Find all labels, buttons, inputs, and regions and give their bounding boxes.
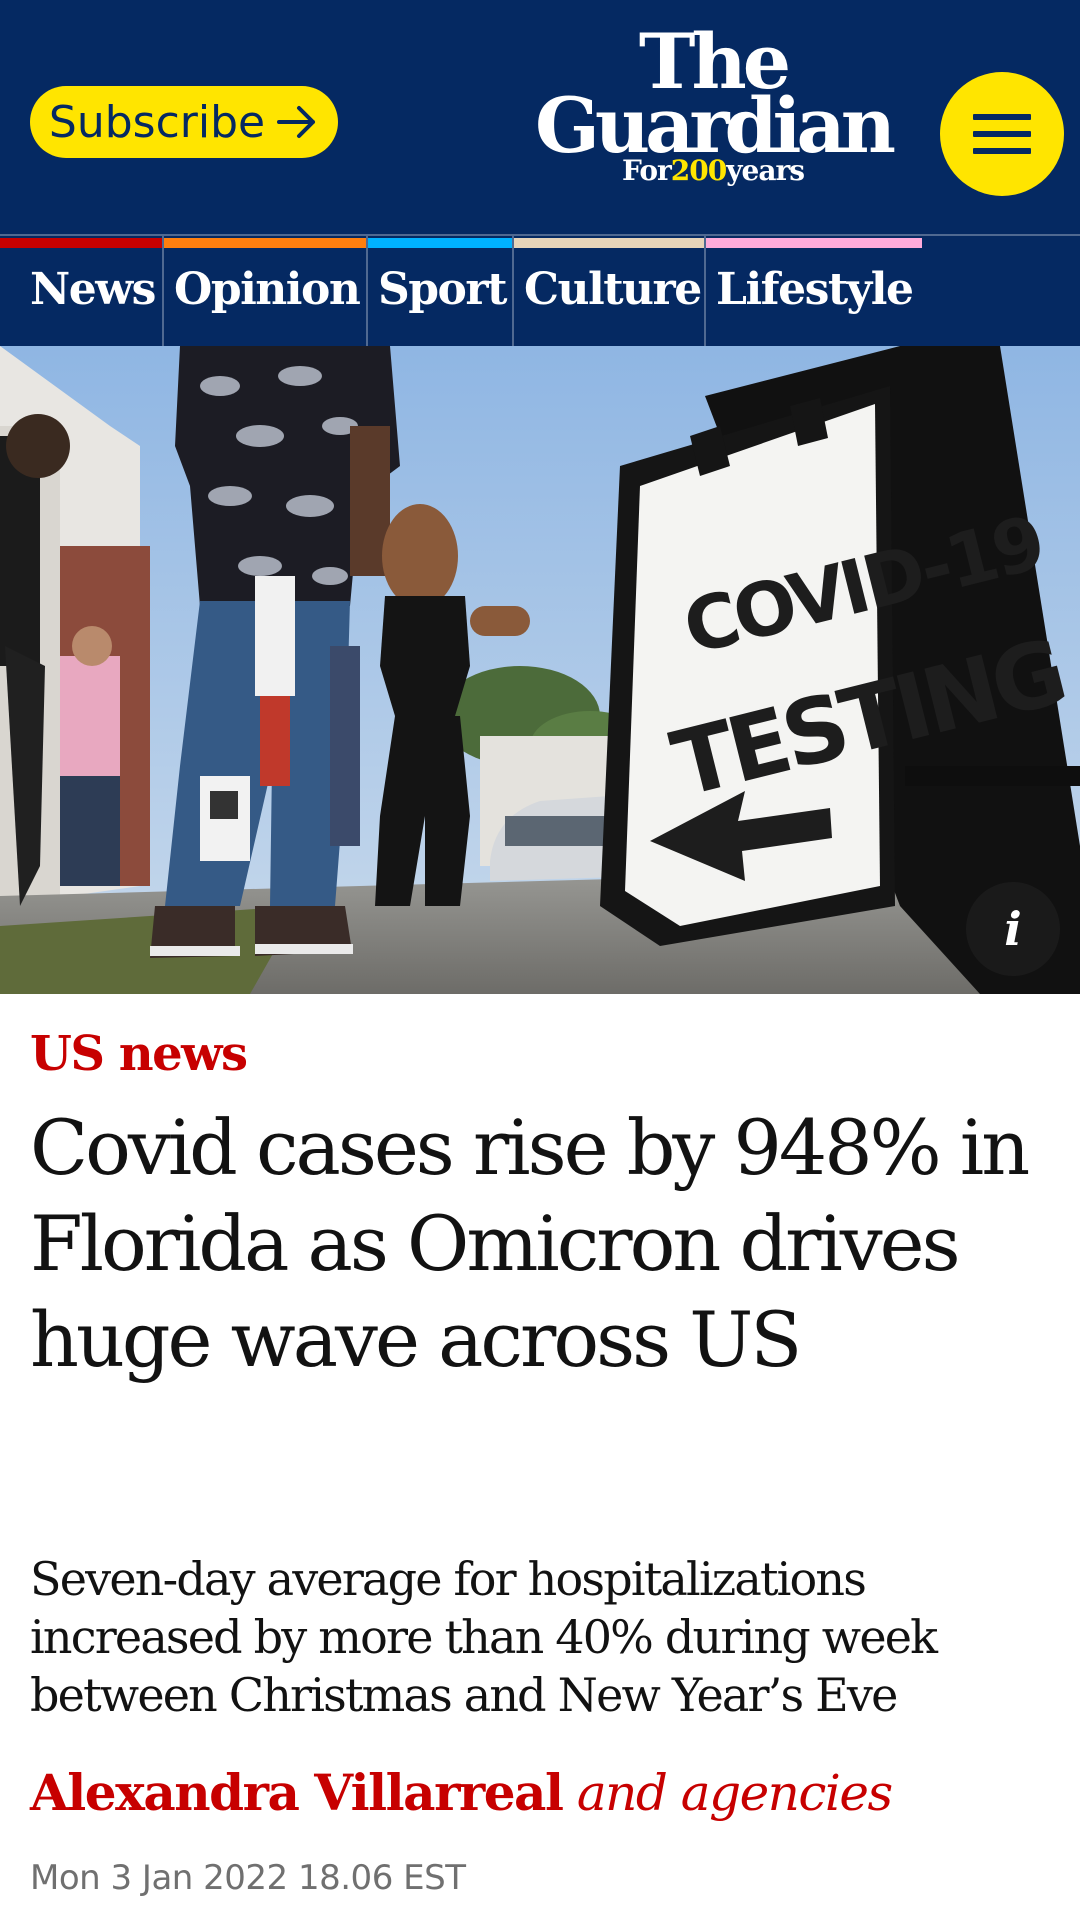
hero-image[interactable]: COVID-19 TESTING <box>0 346 1080 994</box>
logo-the: The <box>638 17 791 106</box>
nav-accent-sport <box>368 238 512 248</box>
hamburger-menu-icon <box>973 114 1031 120</box>
subscribe-button[interactable]: Subscribe <box>30 86 338 158</box>
nav-label: Culture <box>524 264 702 315</box>
nav-accent-opinion <box>164 238 366 248</box>
section-kicker[interactable]: US news <box>30 1026 248 1082</box>
hamburger-menu-icon-bar <box>973 131 1031 137</box>
section-nav: News Opinion Sport Culture Lifestyle <box>0 236 1080 346</box>
arrow-right-icon <box>277 106 316 138</box>
subscribe-label: Subscribe <box>48 96 266 148</box>
article-headline: Covid cases rise by 948% in Florida as O… <box>30 1103 1030 1384</box>
nav-label: News <box>30 264 156 315</box>
logo-guardian: Guardian <box>535 81 896 170</box>
nav-accent-culture <box>514 238 704 248</box>
article-standfirst: Seven-day average for hospitalizations i… <box>30 1552 938 1722</box>
guardian-logo[interactable]: The Guardian For200years <box>516 24 910 192</box>
byline-agencies: and agencies <box>576 1764 893 1822</box>
image-info-button[interactable]: i <box>966 882 1060 976</box>
nav-item-sport[interactable]: Sport <box>366 236 512 346</box>
byline: Alexandra Villarreal and agencies <box>30 1758 893 1828</box>
hamburger-menu-icon-bar <box>973 148 1031 154</box>
nav-accent-lifestyle <box>706 238 922 248</box>
nav-item-lifestyle[interactable]: Lifestyle <box>704 236 922 346</box>
nav-item-news[interactable]: News <box>0 236 162 346</box>
logo-tagline: For200years <box>516 154 910 188</box>
nav-label: Sport <box>378 264 507 315</box>
sign-arrow-left-icon <box>650 791 832 881</box>
menu-button[interactable] <box>940 72 1064 196</box>
nav-label: Opinion <box>174 264 361 315</box>
nav-item-opinion[interactable]: Opinion <box>162 236 366 346</box>
nav-label: Lifestyle <box>716 264 914 315</box>
logo-tag-prefix: For <box>622 154 672 187</box>
masthead: Subscribe The Guardian For200years <box>0 0 1080 236</box>
publish-date[interactable]: Mon 3 Jan 2022 18.06 EST <box>30 1858 466 1898</box>
byline-author-link[interactable]: Alexandra Villarreal <box>30 1763 564 1822</box>
nav-item-culture[interactable]: Culture <box>512 236 704 346</box>
header-divider <box>0 234 1080 236</box>
logo-tag-suffix: years <box>726 154 805 187</box>
info-icon: i <box>1004 902 1022 956</box>
covid-testing-photo: COVID-19 TESTING <box>0 346 1080 994</box>
logo-tag-number: 200 <box>670 154 727 187</box>
nav-accent-news <box>0 238 162 248</box>
